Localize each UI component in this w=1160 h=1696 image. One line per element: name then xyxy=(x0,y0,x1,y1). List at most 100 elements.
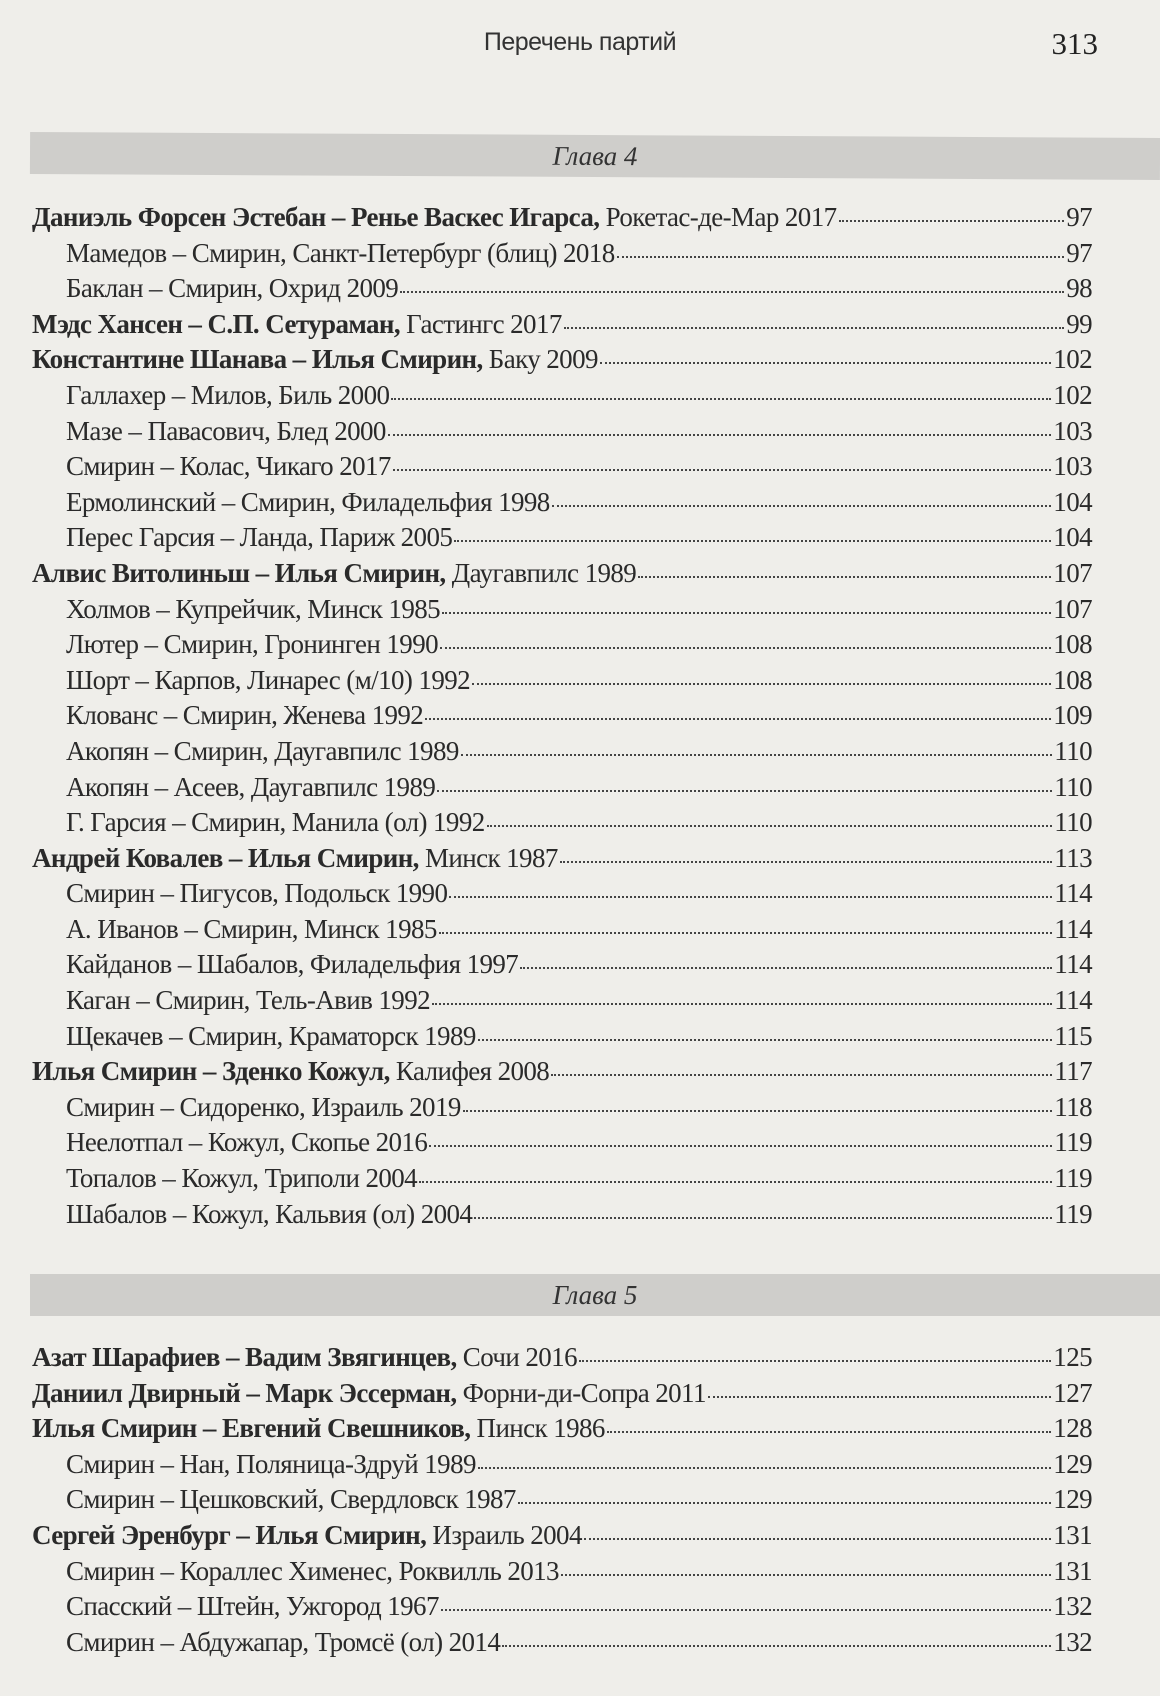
page-ref: 108 xyxy=(1053,629,1092,660)
page-ref: 109 xyxy=(1053,700,1092,731)
dot-leader xyxy=(707,1395,1052,1398)
main-game-entry: Алвис Витолиньш – Илья Смирин, Даугавпил… xyxy=(32,557,1093,594)
page-ref: 108 xyxy=(1053,664,1092,695)
dot-leader xyxy=(551,504,1052,507)
players: Даниэль Форсен Эстебан – Ренье Васкес Иг… xyxy=(32,202,600,232)
reference-game-entry: Каган – Смирин, Тель-Авив 1992 114 xyxy=(32,985,1093,1021)
event: Смирин – Абдужапар, Тромсё (ол) 2014 xyxy=(66,1626,501,1657)
event: Шорт – Карпов, Линарес (м/10) 1992 xyxy=(66,664,471,695)
reference-game-entry: Щекачев – Смирин, Краматорск 1989 115 xyxy=(32,1020,1093,1057)
page-ref: 114 xyxy=(1054,949,1092,980)
dot-leader xyxy=(454,540,1052,543)
event: Смирин – Колас, Чикаго 2017 xyxy=(66,451,391,482)
page-ref: 99 xyxy=(1066,308,1092,339)
event: Израиль 2004 xyxy=(432,1519,582,1550)
running-header-title: Перечень партий xyxy=(483,28,677,56)
reference-game-entry: А. Иванов – Смирин, Минск 1985 114 xyxy=(32,913,1093,950)
page-ref: 110 xyxy=(1054,771,1092,802)
event: Смирин – Пигусов, Подольск 1990 xyxy=(66,878,448,909)
players: Андрей Ковалев – Илья Смирин, xyxy=(32,842,419,873)
dot-leader xyxy=(560,1573,1052,1576)
page-ref: 114 xyxy=(1054,878,1092,909)
dot-leader xyxy=(616,255,1065,258)
dot-leader xyxy=(606,1431,1052,1434)
dot-leader xyxy=(599,362,1052,365)
reference-game-entry: Галлахер – Милов, Биль 2000 102 xyxy=(32,379,1093,416)
dot-leader xyxy=(551,1074,1053,1077)
dot-leader xyxy=(432,1003,1053,1006)
page-ref: 119 xyxy=(1054,1198,1092,1229)
page-ref: 107 xyxy=(1053,593,1092,624)
dot-leader xyxy=(583,1537,1052,1540)
main-game-entry: Мэдс Хансен – С.П. Сетураман, Гастингс 2… xyxy=(32,308,1093,345)
dot-leader xyxy=(520,967,1053,970)
dot-leader xyxy=(462,1109,1053,1112)
page-ref: 127 xyxy=(1053,1377,1092,1408)
reference-game-entry: Спасский – Штейн, Ужгород 1967 132 xyxy=(32,1591,1093,1627)
main-game-entry: Азат Шарафиев – Вадим Звягинцев, Сочи 20… xyxy=(32,1342,1093,1378)
dot-leader xyxy=(517,1502,1052,1505)
reference-game-entry: Смирин – Сидоренко, Израиль 2019 118 xyxy=(32,1092,1093,1128)
dot-leader xyxy=(638,575,1052,578)
dot-leader xyxy=(449,896,1053,899)
event: Лютер – Смирин, Гронинген 1990 xyxy=(66,629,439,660)
event: Баку 2009 xyxy=(488,344,599,375)
reference-game-entry: Шабалов – Кожул, Кальвия (ол) 2004 119 xyxy=(32,1198,1093,1235)
reference-game-entry: Смирин – Кораллес Хименес, Роквилль 2013… xyxy=(32,1555,1093,1592)
reference-game-entry: Ермолинский – Смирин, Филадельфия 1998 10… xyxy=(32,486,1093,523)
dot-leader xyxy=(391,397,1052,400)
event: Баклан – Смирин, Охрид 2009 xyxy=(66,273,399,304)
dot-leader xyxy=(425,718,1052,721)
page-ref: 102 xyxy=(1053,379,1092,410)
players: Даниил Двирный – Марк Эссерман, xyxy=(32,1377,457,1408)
reference-game-entry: Акопян – Смирин, Даугавпилс 1989 110 xyxy=(32,736,1093,772)
event: Каган – Смирин, Тель-Авив 1992 xyxy=(66,985,431,1016)
chapter-5-list: Азат Шарафиев – Вадим Звягинцев, Сочи 20… xyxy=(32,1342,1093,1663)
page-ref: 132 xyxy=(1053,1591,1092,1622)
page-ref: 117 xyxy=(1054,1056,1092,1087)
page-ref: 104 xyxy=(1053,486,1092,517)
event: Щекачев – Смирин, Краматорск 1989 xyxy=(66,1020,476,1051)
reference-game-entry: Смирин – Пигусов, Подольск 1990 114 xyxy=(32,878,1093,914)
dot-leader xyxy=(559,860,1053,863)
page-ref: 97 xyxy=(1066,202,1092,232)
page-ref: 98 xyxy=(1066,273,1092,304)
dot-leader xyxy=(502,1644,1052,1647)
reference-game-entry: Смирин – Нан, Поляница-Здруй 1989 129 xyxy=(32,1449,1093,1485)
page-ref: 113 xyxy=(1054,842,1092,873)
reference-game-entry: Акопян – Асеев, Даугавпилс 1989 110 xyxy=(32,771,1093,808)
reference-game-entry: Клованс – Смирин, Женева 1992 109 xyxy=(32,700,1093,736)
players: Константине Шанава – Илья Смирин, xyxy=(32,344,483,375)
page-ref: 103 xyxy=(1053,451,1092,482)
players: Алвис Витолиньш – Илья Смирин, xyxy=(32,557,446,588)
page-ref: 129 xyxy=(1053,1484,1092,1515)
dot-leader xyxy=(440,1609,1052,1612)
event: Ермолинский – Смирин, Филадельфия 1998 xyxy=(66,486,550,517)
reference-game-entry: Неелотпал – Кожул, Скопье 2016 119 xyxy=(32,1127,1093,1163)
page-ref: 104 xyxy=(1053,522,1092,553)
event: Мазе – Павасович, Блед 2000 xyxy=(66,415,386,446)
event: Шабалов – Кожул, Кальвия (ол) 2004 xyxy=(66,1198,473,1229)
page-ref: 102 xyxy=(1053,344,1092,375)
dot-leader xyxy=(387,433,1052,436)
dot-leader xyxy=(472,682,1052,685)
dot-leader xyxy=(486,825,1053,828)
players: Мэдс Хансен – С.П. Сетураман, xyxy=(32,308,401,339)
event: Пинск 1986 xyxy=(476,1413,606,1444)
event: Минск 1987 xyxy=(424,842,558,873)
reference-game-entry: Смирин – Колас, Чикаго 2017 103 xyxy=(32,451,1093,487)
chapter-4-list: Даниэль Форсен Эстебан – Ренье Васкес Иг… xyxy=(32,202,1093,1235)
chapter-5-heading: Глава 5 xyxy=(30,1274,1160,1316)
main-game-entry: Даниэль Форсен Эстебан – Ренье Васкес Иг… xyxy=(32,202,1093,238)
page-ref: 131 xyxy=(1053,1555,1092,1586)
page-ref: 128 xyxy=(1053,1413,1092,1444)
page-ref: 97 xyxy=(1066,237,1092,268)
dot-leader xyxy=(460,753,1053,756)
reference-game-entry: Смирин – Абдужапар, Тромсё (ол) 2014 132 xyxy=(32,1626,1093,1663)
event: А. Иванов – Смирин, Минск 1985 xyxy=(66,913,437,944)
reference-game-entry: Мамедов – Смирин, Санкт-Петербург (блиц)… xyxy=(32,237,1093,274)
event: Кайданов – Шабалов, Филадельфия 1997 xyxy=(66,949,519,980)
dot-leader xyxy=(429,1145,1053,1148)
dot-leader xyxy=(477,1466,1052,1469)
dot-leader xyxy=(392,469,1052,472)
